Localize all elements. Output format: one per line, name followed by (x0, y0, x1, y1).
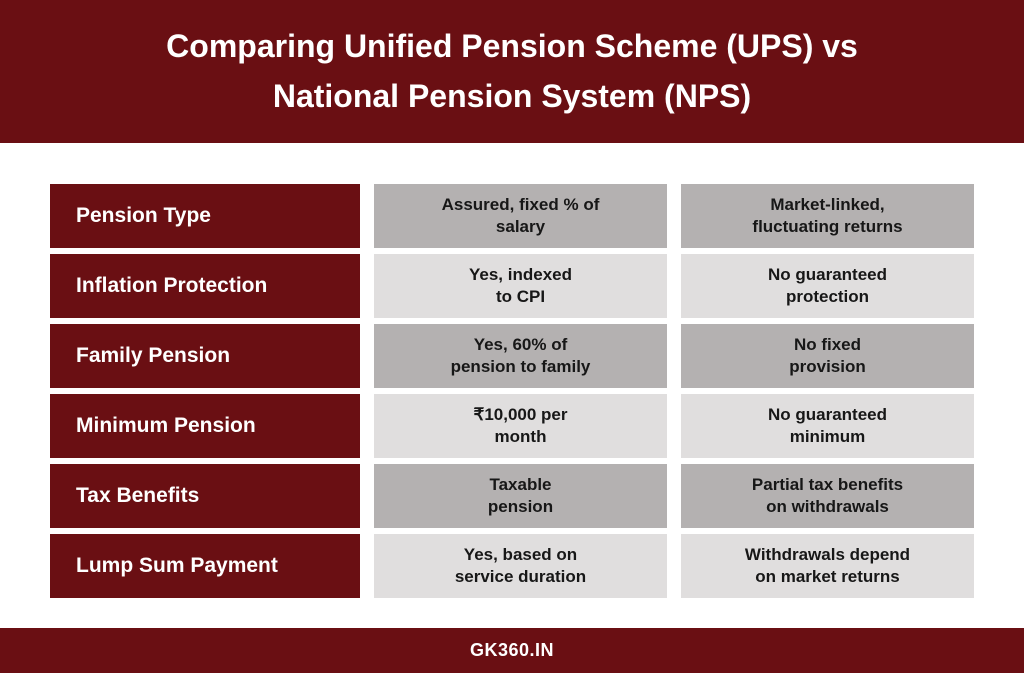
header-banner: Comparing Unified Pension Scheme (UPS) v… (0, 0, 1024, 143)
row-label: Tax Benefits (50, 464, 360, 528)
value-line: pension (488, 496, 553, 517)
value-line: No fixed (789, 334, 866, 355)
row-label: Inflation Protection (50, 254, 360, 318)
table-row: Inflation Protection Yes, indexed to CPI… (50, 254, 974, 318)
footer-gap (0, 673, 1024, 683)
value-line: on withdrawals (752, 496, 903, 517)
table-row: Lump Sum Payment Yes, based on service d… (50, 534, 974, 598)
label-text: Lump Sum Payment (76, 554, 278, 578)
value-line: provision (789, 356, 866, 377)
footer-banner: GK360.IN (0, 628, 1024, 673)
value-line: Withdrawals depend (745, 544, 910, 565)
table-row: Minimum Pension ₹10,000 per month No gua… (50, 394, 974, 458)
footer-text: GK360.IN (470, 640, 554, 660)
value-line: pension to family (451, 356, 591, 377)
label-text: Minimum Pension (76, 414, 256, 438)
value-line: ₹10,000 per (474, 404, 568, 425)
value-line: month (474, 426, 568, 447)
value-line: fluctuating returns (752, 216, 902, 237)
ups-value: Yes, 60% of pension to family (374, 324, 667, 388)
nps-value: Market-linked, fluctuating returns (681, 184, 974, 248)
value-line: Yes, 60% of (451, 334, 591, 355)
table-row: Family Pension Yes, 60% of pension to fa… (50, 324, 974, 388)
ups-value: ₹10,000 per month (374, 394, 667, 458)
value-line: Yes, based on (455, 544, 586, 565)
ups-value: Assured, fixed % of salary (374, 184, 667, 248)
value-line: Taxable (488, 474, 553, 495)
ups-value: Yes, based on service duration (374, 534, 667, 598)
nps-value: No fixed provision (681, 324, 974, 388)
value-line: Assured, fixed % of (442, 194, 600, 215)
row-label: Minimum Pension (50, 394, 360, 458)
row-label: Pension Type (50, 184, 360, 248)
value-line: Market-linked, (752, 194, 902, 215)
row-label: Lump Sum Payment (50, 534, 360, 598)
comparison-table: Pension Type Assured, fixed % of salary … (0, 143, 1024, 628)
ups-value: Yes, indexed to CPI (374, 254, 667, 318)
value-line: on market returns (745, 566, 910, 587)
table-row: Tax Benefits Taxable pension Partial tax… (50, 464, 974, 528)
label-text: Family Pension (76, 344, 230, 368)
label-text: Pension Type (76, 204, 211, 228)
nps-value: Partial tax benefits on withdrawals (681, 464, 974, 528)
nps-value: No guaranteed protection (681, 254, 974, 318)
ups-value: Taxable pension (374, 464, 667, 528)
value-line: No guaranteed (768, 404, 887, 425)
nps-value: Withdrawals depend on market returns (681, 534, 974, 598)
title-line1: Comparing Unified Pension Scheme (UPS) v… (20, 22, 1004, 72)
value-line: minimum (768, 426, 887, 447)
table-row: Pension Type Assured, fixed % of salary … (50, 184, 974, 248)
row-label: Family Pension (50, 324, 360, 388)
value-line: service duration (455, 566, 586, 587)
value-line: Yes, indexed (469, 264, 572, 285)
value-line: salary (442, 216, 600, 237)
value-line: No guaranteed (768, 264, 887, 285)
title-line2: National Pension System (NPS) (20, 72, 1004, 122)
label-text: Inflation Protection (76, 274, 267, 298)
label-text: Tax Benefits (76, 484, 199, 508)
value-line: to CPI (469, 286, 572, 307)
value-line: protection (768, 286, 887, 307)
nps-value: No guaranteed minimum (681, 394, 974, 458)
value-line: Partial tax benefits (752, 474, 903, 495)
